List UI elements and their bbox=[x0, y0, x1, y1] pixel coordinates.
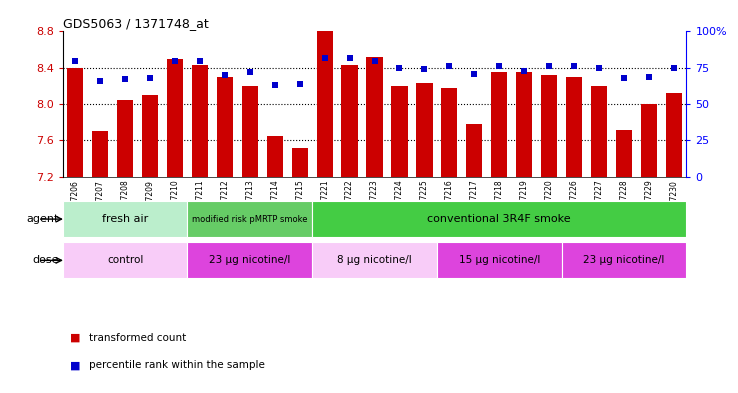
Bar bbox=[516, 72, 532, 177]
Bar bbox=[541, 75, 557, 177]
Text: ■: ■ bbox=[70, 360, 80, 371]
Point bbox=[319, 55, 331, 61]
Bar bbox=[591, 86, 607, 177]
Text: dose: dose bbox=[32, 255, 59, 265]
Text: conventional 3R4F smoke: conventional 3R4F smoke bbox=[427, 214, 571, 224]
Text: 23 μg nicotine/l: 23 μg nicotine/l bbox=[209, 255, 291, 265]
Text: percentile rank within the sample: percentile rank within the sample bbox=[89, 360, 264, 371]
Point bbox=[244, 69, 255, 75]
Bar bbox=[342, 65, 358, 177]
Bar bbox=[67, 68, 83, 177]
Bar bbox=[63, 201, 187, 237]
Bar bbox=[666, 93, 682, 177]
Point bbox=[294, 81, 306, 87]
Text: ■: ■ bbox=[70, 333, 80, 343]
Text: 23 μg nicotine/l: 23 μg nicotine/l bbox=[583, 255, 665, 265]
Point bbox=[418, 66, 430, 72]
Bar bbox=[437, 242, 562, 278]
Point bbox=[593, 64, 605, 71]
Text: GDS5063 / 1371748_at: GDS5063 / 1371748_at bbox=[63, 17, 208, 30]
Point bbox=[518, 68, 530, 74]
Point bbox=[94, 78, 106, 84]
Bar bbox=[492, 72, 507, 177]
Bar bbox=[192, 65, 208, 177]
Point bbox=[568, 63, 580, 70]
Text: modified risk pMRTP smoke: modified risk pMRTP smoke bbox=[192, 215, 308, 224]
Bar bbox=[292, 148, 308, 177]
Bar bbox=[566, 77, 582, 177]
Point bbox=[493, 63, 505, 70]
Point bbox=[668, 64, 680, 71]
Bar bbox=[312, 242, 437, 278]
Text: control: control bbox=[107, 255, 143, 265]
Bar bbox=[367, 57, 382, 177]
Text: agent: agent bbox=[27, 214, 59, 224]
Point bbox=[643, 73, 655, 80]
Bar bbox=[616, 130, 632, 177]
Bar bbox=[441, 88, 458, 177]
Bar bbox=[142, 95, 158, 177]
Point bbox=[120, 76, 131, 83]
Bar bbox=[242, 86, 258, 177]
Text: 15 μg nicotine/l: 15 μg nicotine/l bbox=[458, 255, 540, 265]
Bar bbox=[562, 242, 686, 278]
Bar bbox=[187, 242, 312, 278]
Point bbox=[69, 57, 81, 64]
Point bbox=[393, 64, 405, 71]
Bar bbox=[266, 136, 283, 177]
Point bbox=[219, 72, 231, 78]
Point bbox=[444, 63, 455, 70]
Bar bbox=[217, 77, 233, 177]
Point bbox=[194, 57, 206, 64]
Bar bbox=[92, 131, 108, 177]
Point bbox=[344, 55, 356, 61]
Text: transformed count: transformed count bbox=[89, 333, 186, 343]
Bar bbox=[167, 59, 183, 177]
Text: 8 μg nicotine/l: 8 μg nicotine/l bbox=[337, 255, 412, 265]
Point bbox=[469, 70, 480, 77]
Bar bbox=[641, 104, 657, 177]
Bar bbox=[416, 83, 432, 177]
Point bbox=[269, 82, 280, 88]
Bar bbox=[187, 201, 312, 237]
Point bbox=[618, 75, 630, 81]
Point bbox=[169, 57, 181, 64]
Bar bbox=[63, 242, 187, 278]
Bar bbox=[117, 99, 133, 177]
Text: fresh air: fresh air bbox=[102, 214, 148, 224]
Bar bbox=[317, 29, 333, 177]
Point bbox=[543, 63, 555, 70]
Point bbox=[144, 75, 156, 81]
Bar bbox=[466, 124, 483, 177]
Bar bbox=[312, 201, 686, 237]
Point bbox=[368, 57, 381, 64]
Bar bbox=[391, 86, 407, 177]
